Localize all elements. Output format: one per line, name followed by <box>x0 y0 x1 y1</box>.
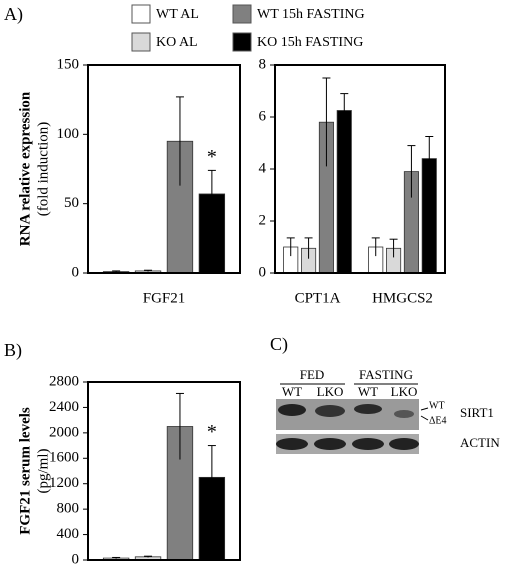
y-tick-label: 2400 <box>49 399 79 415</box>
protein-label: SIRT1 <box>460 405 494 420</box>
y-tick-label: 6 <box>259 108 267 124</box>
band <box>394 410 414 418</box>
error-bar <box>389 238 398 258</box>
y-axis-label: RNA relative expression <box>17 91 33 246</box>
y-tick-label: 2800 <box>49 373 79 389</box>
lane-label: WT <box>282 384 302 399</box>
y-tick-label: 2 <box>259 212 267 228</box>
annotation: * <box>207 146 217 168</box>
error-bar <box>112 556 121 559</box>
error-bar <box>304 237 313 259</box>
lane-label: LKO <box>317 384 344 399</box>
error-bar <box>407 145 416 198</box>
legend-swatch <box>131 32 151 52</box>
legend-label: KO 15h FASTING <box>257 35 363 50</box>
western-blot: FED FASTING WT LKO WT LKO WT ΔE4 SIRT1 A… <box>276 367 500 454</box>
error-bar <box>425 136 434 181</box>
error-bar <box>144 269 153 272</box>
band <box>314 438 346 450</box>
group-label: FASTING <box>359 367 413 382</box>
error-bar <box>322 77 331 167</box>
pointer <box>420 415 429 421</box>
error-bar <box>144 555 153 558</box>
y-axis-label: FGF21 serum levels <box>17 407 33 535</box>
band <box>276 438 308 450</box>
y-tick-label: 0 <box>72 551 80 567</box>
band <box>352 438 384 450</box>
error-bar <box>340 93 349 128</box>
plot-frame <box>274 64 446 274</box>
protein-label: ACTIN <box>460 435 500 450</box>
y-tick-label: 50 <box>64 195 79 211</box>
band <box>354 404 382 414</box>
error-bar <box>175 96 184 186</box>
band <box>389 438 419 450</box>
isoform-label: WT <box>429 400 445 411</box>
y-axis-label: (fold induction) <box>35 122 51 217</box>
legend-swatch <box>232 4 252 24</box>
error-bar <box>286 237 295 257</box>
error-bar <box>207 169 216 218</box>
legend-label: WT AL <box>156 7 199 22</box>
y-tick-label: 0 <box>72 264 80 280</box>
legend-label: WT 15h FASTING <box>257 7 365 22</box>
band <box>278 404 306 416</box>
error-bar <box>207 445 216 510</box>
legend-swatch <box>131 4 151 24</box>
y-tick-label: 8 <box>259 56 267 72</box>
y-tick-label: 1200 <box>49 475 79 491</box>
panel-label: B) <box>4 340 22 361</box>
error-bar <box>371 237 380 257</box>
y-tick-label: 100 <box>57 126 80 142</box>
legend-label: KO AL <box>156 35 198 50</box>
y-axis-label: (pg/ml) <box>35 449 51 494</box>
lane-label: WT <box>358 384 378 399</box>
plot-frame <box>87 381 241 561</box>
group-label: FED <box>300 367 325 382</box>
blot-membrane <box>276 434 419 454</box>
y-tick-label: 150 <box>57 56 80 72</box>
y-tick-label: 800 <box>57 501 80 517</box>
y-tick-label: 1600 <box>49 450 79 466</box>
y-tick-label: 2000 <box>49 424 79 440</box>
error-bar <box>175 392 184 460</box>
band <box>315 405 345 417</box>
x-tick-label: CPT1A <box>295 290 341 306</box>
pointer <box>420 407 429 411</box>
y-tick-label: 4 <box>259 160 267 176</box>
plot-frame <box>87 64 241 274</box>
annotation: * <box>207 421 217 443</box>
x-tick-label: FGF21 <box>143 290 186 306</box>
bar <box>336 110 352 274</box>
lane-label: LKO <box>391 384 418 399</box>
y-tick-label: 400 <box>57 526 80 542</box>
isoform-label: ΔE4 <box>429 415 447 426</box>
panel-label: C) <box>270 334 288 355</box>
panel-label: A) <box>4 4 23 25</box>
x-tick-label: HMGCS2 <box>372 290 433 306</box>
y-tick-label: 0 <box>259 264 267 280</box>
legend-swatch <box>232 32 252 52</box>
